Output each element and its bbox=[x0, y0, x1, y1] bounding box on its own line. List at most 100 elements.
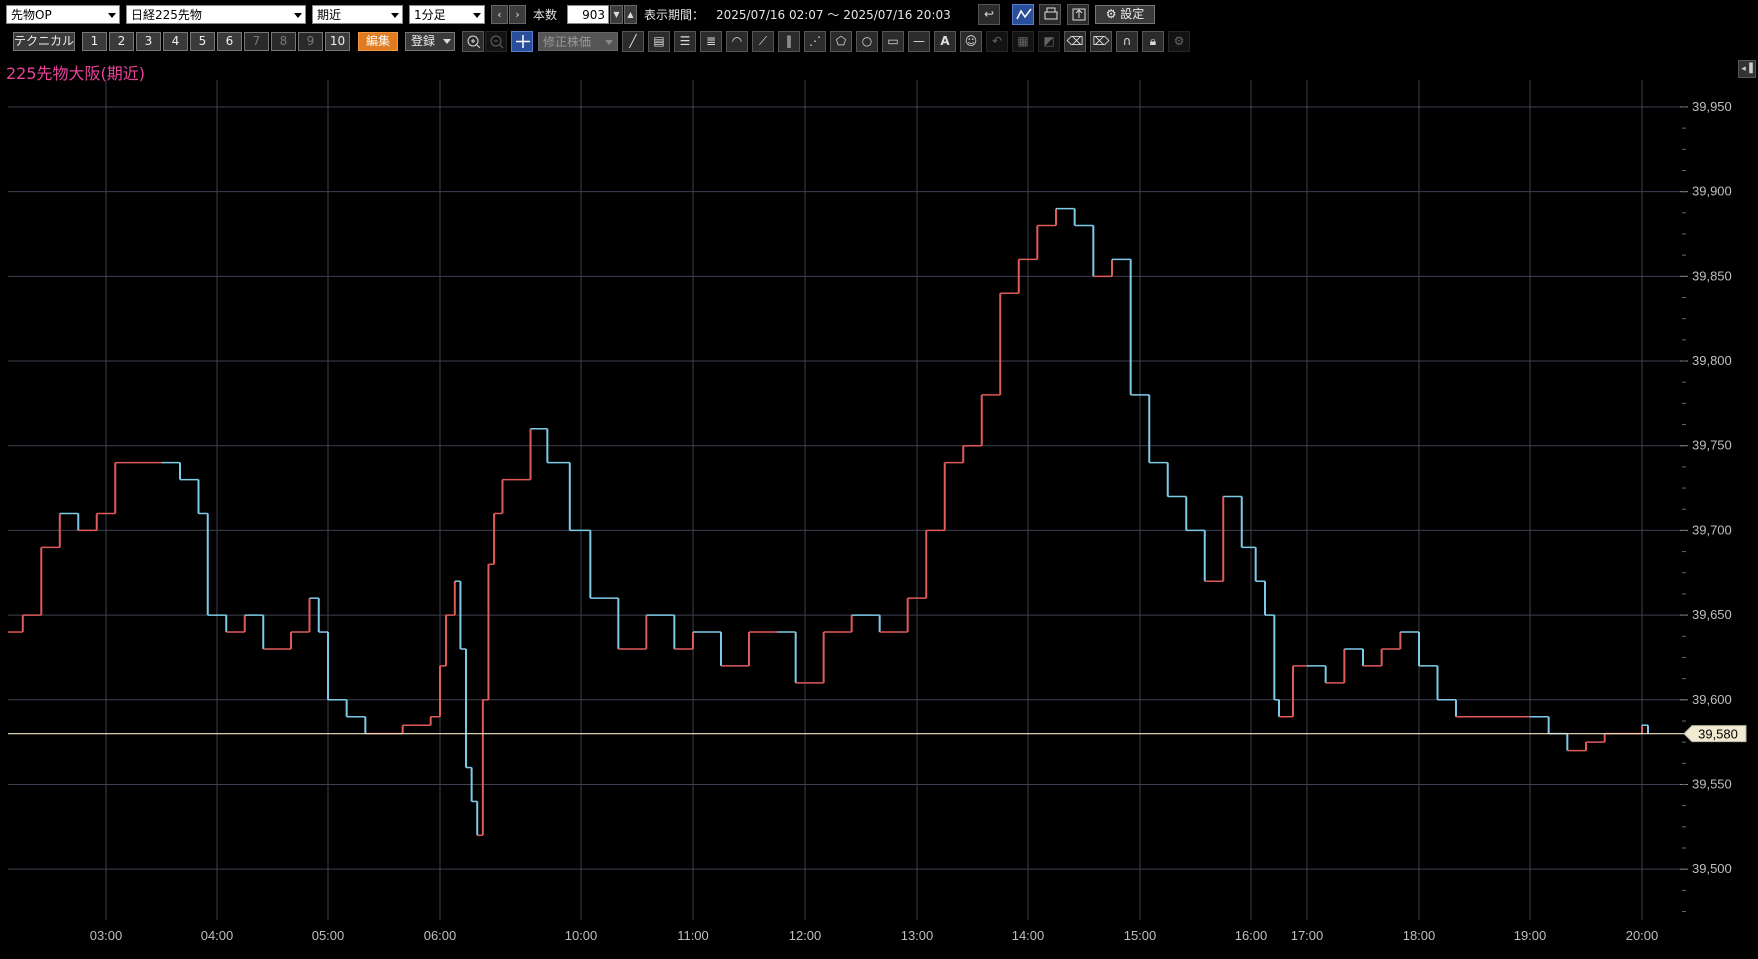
export-icon bbox=[1072, 8, 1086, 21]
next-button[interactable]: › bbox=[509, 5, 526, 24]
text-tool-button[interactable]: A bbox=[934, 31, 956, 52]
preset-5-button[interactable]: 5 bbox=[190, 32, 215, 51]
x-tick-label: 16:00 bbox=[1235, 928, 1268, 943]
adjusted-price-label: 修正株価 bbox=[543, 35, 592, 49]
y-tick-label: 39,750 bbox=[1692, 438, 1732, 453]
market-select[interactable]: 先物OP bbox=[6, 5, 120, 24]
edit-button[interactable]: 編集 bbox=[358, 32, 398, 51]
y-tick-label: 39,550 bbox=[1692, 776, 1732, 791]
x-tick-label: 06:00 bbox=[424, 928, 457, 943]
price-chart[interactable]: 39,500 39,550 39,600 39,650 39,700 39,750 39,8… bbox=[0, 80, 1758, 959]
x-tick-label: 17:00 bbox=[1291, 928, 1324, 943]
undo-icon: ↶ bbox=[991, 34, 1003, 48]
fan-icon: ⟋ bbox=[758, 34, 768, 48]
circle-icon: ○ bbox=[861, 34, 873, 48]
horizontal-lines-icon: ☰ bbox=[679, 34, 691, 48]
print-button[interactable] bbox=[1039, 4, 1061, 25]
period-label: 表示期間： bbox=[644, 8, 705, 22]
chevron-down-icon bbox=[473, 13, 481, 18]
contract-select[interactable]: 期近 bbox=[312, 5, 403, 24]
horizontal-lines-tool-button[interactable]: ☰ bbox=[674, 31, 696, 52]
technical-button[interactable]: テクニカル bbox=[13, 32, 75, 51]
preset-10-button[interactable]: 10 bbox=[325, 32, 350, 51]
lock-icon: 🔒︎ bbox=[1149, 34, 1157, 48]
delete-icon: ▦ bbox=[1017, 34, 1029, 48]
eraser-tool-button[interactable]: ⌫ bbox=[1064, 31, 1086, 52]
bars-down-button[interactable]: ▼ bbox=[610, 5, 623, 24]
regression-fan-icon: ⋰ bbox=[809, 34, 821, 48]
bars-count-input[interactable]: 903 bbox=[567, 5, 609, 24]
zoom-in-button[interactable] bbox=[462, 31, 484, 52]
y-tick-label: 39,900 bbox=[1692, 184, 1732, 199]
contract-select-value: 期近 bbox=[317, 8, 342, 22]
y-tick-label: 39,950 bbox=[1692, 99, 1732, 114]
register-button[interactable]: 登録 bbox=[405, 32, 455, 51]
preset-1-button[interactable]: 1 bbox=[82, 32, 107, 51]
rectangle-icon: ▭ bbox=[887, 34, 899, 48]
caret-up-icon: ▲ bbox=[627, 10, 634, 19]
caret-down-icon bbox=[443, 39, 451, 44]
zoom-out-button[interactable] bbox=[485, 31, 507, 52]
icon-icon: ☺ bbox=[964, 34, 978, 48]
x-tick-label: 12:00 bbox=[789, 928, 822, 943]
undo-period-button[interactable]: ↩ bbox=[978, 4, 1000, 25]
regression-fan-tool-button[interactable]: ⋰ bbox=[804, 31, 826, 52]
ruler-tool-button[interactable]: ▤ bbox=[648, 31, 670, 52]
chart-type-button[interactable] bbox=[1012, 4, 1034, 25]
x-tick-label: 05:00 bbox=[312, 928, 345, 943]
bars-up-button[interactable]: ▲ bbox=[624, 5, 637, 24]
circle-tool-button[interactable]: ○ bbox=[856, 31, 878, 52]
fill-tool-button[interactable]: ◩ bbox=[1038, 31, 1060, 52]
eraser-all-tool-button[interactable]: ⌦ bbox=[1090, 31, 1112, 52]
arc-tool-button[interactable]: ◠ bbox=[726, 31, 748, 52]
export-button[interactable] bbox=[1067, 4, 1089, 25]
gear-tool-button[interactable]: ⚙ bbox=[1168, 31, 1190, 52]
product-select[interactable]: 日経225先物 bbox=[126, 5, 306, 24]
chevron-down-icon bbox=[391, 13, 399, 18]
trend-line-icon: ╱ bbox=[629, 34, 637, 48]
icon-tool-button[interactable]: ☺ bbox=[960, 31, 982, 52]
x-tick-label: 10:00 bbox=[565, 928, 598, 943]
magnet-tool-button[interactable]: ∩ bbox=[1116, 31, 1138, 52]
x-tick-label: 20:00 bbox=[1626, 928, 1659, 943]
parallel-lines-tool-button[interactable]: ≣ bbox=[700, 31, 722, 52]
interval-select[interactable]: 1分足 bbox=[409, 5, 485, 24]
zoom-out-icon bbox=[490, 35, 504, 49]
chevron-down-icon bbox=[605, 40, 613, 45]
rectangle-tool-button[interactable]: ▭ bbox=[882, 31, 904, 52]
interval-select-value: 1分足 bbox=[414, 8, 446, 22]
chevron-down-icon bbox=[294, 13, 302, 18]
eraser-all-icon: ⌦ bbox=[1092, 34, 1110, 48]
collapse-panel-button[interactable]: ◂▐ bbox=[1738, 60, 1756, 78]
caret-down-icon: ▼ bbox=[613, 10, 620, 19]
preset-6-button[interactable]: 6 bbox=[217, 32, 242, 51]
parallel-lines-icon: ≣ bbox=[705, 34, 717, 48]
preset-2-button[interactable]: 2 bbox=[109, 32, 134, 51]
preset-3-button[interactable]: 3 bbox=[136, 32, 161, 51]
pentagon-tool-button[interactable]: ⬠ bbox=[830, 31, 852, 52]
period-value: 2025/07/16 02:07 ～ 2025/07/16 20:03 bbox=[716, 8, 951, 22]
x-tick-label: 15:00 bbox=[1124, 928, 1157, 943]
lock-tool-button[interactable]: 🔒︎ bbox=[1142, 31, 1164, 52]
drawing-toolbar: テクニカル 1 2 3 4 5 6 7 8 9 10 編集 登録 修正株価 ╱ ▤… bbox=[0, 29, 1758, 55]
horizontal-line-tool-button[interactable]: — bbox=[908, 31, 930, 52]
trend-line-tool-button[interactable]: ╱ bbox=[622, 31, 644, 52]
preset-9-button[interactable]: 9 bbox=[298, 32, 323, 51]
undo-tool-button[interactable]: ↶ bbox=[986, 31, 1008, 52]
preset-8-button[interactable]: 8 bbox=[271, 32, 296, 51]
horizontal-line-icon: — bbox=[913, 34, 925, 48]
fan-tool-button[interactable]: ⟋ bbox=[752, 31, 774, 52]
print-icon bbox=[1044, 7, 1058, 20]
delete-tool-button[interactable]: ▦ bbox=[1012, 31, 1034, 52]
current-price-tag bbox=[1683, 725, 1747, 743]
crosshair-icon bbox=[516, 35, 530, 48]
preset-7-button[interactable]: 7 bbox=[244, 32, 269, 51]
prev-button[interactable]: ‹ bbox=[491, 5, 508, 24]
x-tick-label: 19:00 bbox=[1514, 928, 1547, 943]
vertical-lines-tool-button[interactable]: ‖ bbox=[778, 31, 800, 52]
settings-button[interactable]: ⚙ 設定 bbox=[1095, 5, 1155, 24]
chart-title: 225先物大阪(期近) bbox=[6, 64, 146, 83]
crosshair-button[interactable] bbox=[511, 31, 533, 52]
register-label: 登録 bbox=[411, 34, 436, 48]
preset-4-button[interactable]: 4 bbox=[163, 32, 188, 51]
